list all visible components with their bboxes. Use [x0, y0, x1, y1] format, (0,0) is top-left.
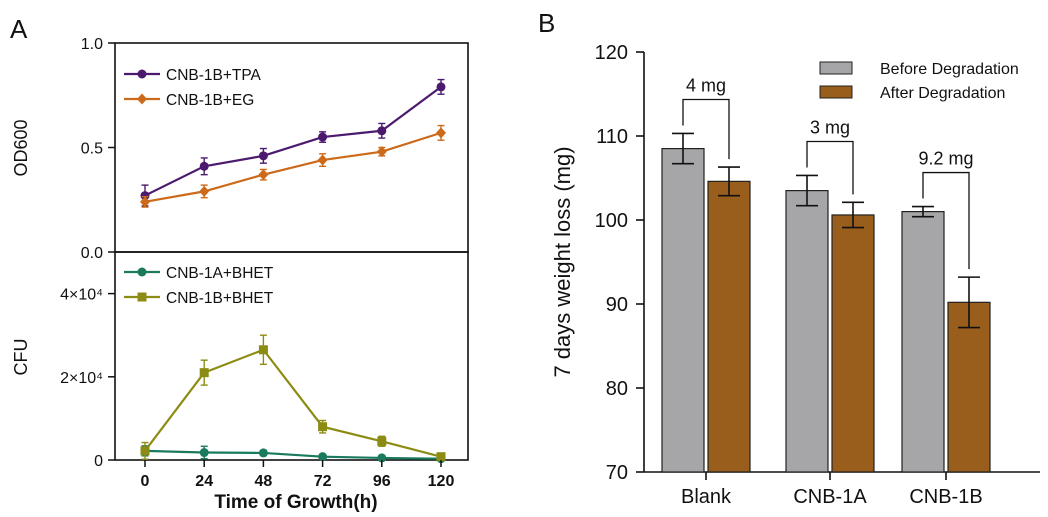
a-bottom-data-point [258, 448, 268, 458]
a-top-data-point [140, 191, 150, 201]
a-bottom-data-point [258, 345, 268, 355]
a-xtick-label: 0 [141, 473, 150, 490]
b-bracket-label: 9.2 mg [918, 149, 973, 169]
b-legend-swatch [819, 85, 853, 99]
b-xtick-label: CNB-1A [793, 486, 867, 508]
chart-marks: 0.0 0.5 1.0 CNB-1B+TPA CNB-1B+EG 0 2×10⁴ 4×10⁴ C… [60, 36, 1019, 508]
a-top-data-point [199, 185, 210, 197]
a-bottom-data-point [436, 452, 446, 462]
a-top-data-point [258, 151, 268, 161]
a-bottom-series-line [144, 449, 442, 460]
b-bar [785, 190, 829, 473]
b-bracket-label: 4 mg [686, 75, 726, 95]
a-xtick-label: 72 [314, 473, 332, 490]
a-bottom-data-point [318, 452, 328, 462]
b-bracket [682, 98, 730, 160]
b-bracket-label: 3 mg [810, 117, 850, 137]
a-bottom-data-point [377, 453, 387, 463]
a-top-series-line [144, 86, 442, 197]
b-bar [901, 211, 945, 473]
b-legend-label: After Degradation [880, 85, 1005, 102]
a-top-data-point [436, 127, 446, 139]
a-top-data-point [376, 146, 387, 158]
b-bar [831, 214, 875, 473]
a-bottom-data-point [199, 368, 209, 378]
b-ytick-label: 120 [595, 42, 628, 64]
b-xtick-label: Blank [681, 486, 732, 508]
a-top-ytick-label: 1.0 [81, 36, 103, 53]
a-top-data-point [377, 126, 387, 136]
a-top-legend-marker [137, 93, 147, 105]
b-ytick-label: 100 [595, 210, 628, 232]
panel-a-xlabel: Time of Growth(h) [214, 492, 377, 513]
panel-a-top-ylabel: OD600 [11, 119, 31, 176]
a-top-legend-label: CNB-1B+TPA [166, 67, 262, 84]
b-xtick-label: CNB-1B [909, 486, 982, 508]
panel-a-bottom-frame [114, 251, 469, 461]
a-top-data-point [318, 132, 328, 142]
a-bottom-data-point [199, 448, 209, 458]
b-bar [661, 148, 705, 473]
a-top-data-point [199, 161, 209, 171]
a-bottom-ytick-label: 2×10⁴ [60, 370, 103, 387]
a-xtick-label: 48 [255, 473, 273, 490]
a-bottom-data-point [318, 422, 328, 432]
a-top-series-line [144, 131, 442, 203]
a-bottom-legend-label: CNB-1A+BHET [166, 265, 274, 282]
panel-b-label: B [538, 8, 555, 38]
a-top-data-point [436, 82, 446, 92]
b-ytick-label: 110 [596, 126, 628, 148]
b-legend-label: Before Degradation [880, 61, 1019, 78]
b-bar [707, 180, 751, 473]
a-top-data-point [140, 196, 150, 208]
a-bottom-ytick-label: 4×10⁴ [60, 287, 103, 304]
b-ytick-label: 80 [606, 378, 628, 400]
panel-b-ylabel: 7 days weight loss (mg) [550, 146, 575, 377]
a-bottom-legend-marker [137, 267, 147, 277]
a-bottom-legend-marker [137, 292, 147, 302]
a-xtick-label: 120 [428, 473, 455, 490]
a-bottom-ytick-label: 0 [94, 453, 103, 470]
b-bracket [806, 140, 854, 195]
a-top-legend-marker [137, 69, 147, 79]
a-top-data-point [258, 169, 269, 181]
a-bottom-legend-label: CNB-1B+BHET [166, 290, 274, 307]
b-bar [947, 301, 991, 473]
b-ytick-label: 90 [606, 294, 628, 316]
a-top-data-point [317, 154, 328, 166]
panel-a-bottom-ylabel: CFU [11, 339, 31, 376]
a-top-ytick-label: 0.5 [81, 141, 103, 158]
a-bottom-series-line [144, 348, 442, 458]
a-top-legend-label: CNB-1B+EG [166, 92, 254, 109]
a-bottom-data-point [140, 446, 150, 456]
a-xtick-label: 24 [195, 473, 213, 490]
b-legend-swatch [819, 61, 853, 75]
b-bracket [922, 171, 970, 270]
panel-a-label: A [10, 14, 28, 44]
a-top-ytick-label: 0.0 [81, 245, 103, 262]
a-xtick-label: 96 [373, 473, 391, 490]
b-ytick-label: 70 [606, 462, 628, 484]
a-bottom-data-point [377, 436, 387, 446]
